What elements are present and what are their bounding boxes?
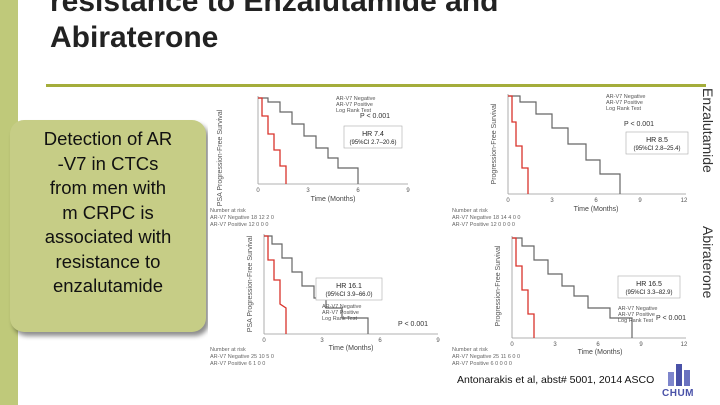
tick: 3 <box>550 198 554 204</box>
legend-negative: AR-V7 Negative <box>336 96 375 102</box>
confidence-interval: (95%CI 2.8–25.4) <box>633 146 680 152</box>
x-axis-label: Time (Months) <box>311 196 356 203</box>
negative-curve <box>512 237 633 338</box>
negative-curve <box>264 235 369 334</box>
callout-line: -V7 in CTCs <box>57 152 159 174</box>
slide-title: resistance to Enzalutamide and Abiratero… <box>50 0 650 56</box>
callout-line: resistance to <box>55 250 161 272</box>
tick: 6 <box>594 198 598 204</box>
risk-row: AR-V7 Negative 25 11 6 0 0 <box>452 354 520 360</box>
confidence-interval: (95%CI 3.9–66.0) <box>325 292 372 298</box>
legend-logrank: Log Rank Test <box>606 106 642 112</box>
tick: 0 <box>262 338 266 344</box>
callout-line: Detection of AR <box>43 128 173 149</box>
y-axis-label: PSA Progression-Free Survival <box>217 109 224 206</box>
legend-negative: AR-V7 Negative <box>322 304 361 310</box>
negative-curve <box>258 97 359 184</box>
tick: 12 <box>681 342 688 348</box>
tick: 0 <box>510 342 514 348</box>
risk-title: Number at risk <box>210 347 246 353</box>
p-value: P < 0.001 <box>360 113 390 120</box>
risk-row: AR-V7 Positive 12 0 0 0 <box>210 222 268 228</box>
risk-row: AR-V7 Negative 18 12 2 0 <box>210 215 274 221</box>
risk-row: AR-V7 Negative 18 14 4 0 0 <box>452 215 521 221</box>
legend-negative: AR-V7 Negative <box>618 306 657 312</box>
confidence-interval: (95%CI 2.7–20.6) <box>349 140 396 146</box>
risk-row: AR-V7 Negative 25 10 5 0 <box>210 354 274 360</box>
legend-logrank: Log Rank Test <box>322 316 358 322</box>
risk-row: AR-V7 Positive 6 0 0 0 0 <box>452 361 512 367</box>
risk-title: Number at risk <box>452 208 488 214</box>
callout-line: associated with <box>44 226 172 247</box>
km-plot-enz-pfs: Progression-Free Survival AR-V7 Negative… <box>450 88 694 230</box>
legend-logrank: Log Rank Test <box>618 318 654 324</box>
enzalutamide-label: Enzalutamide <box>700 88 716 173</box>
chum-logo-icon <box>668 364 690 386</box>
legend-logrank: Log Rank Test <box>336 108 372 114</box>
y-axis-label: Progression-Free Survival <box>495 245 502 326</box>
y-axis-label: Progression-Free Survival <box>491 103 498 184</box>
km-plot-abi-pfs: Progression-Free Survival HR 16.5 (95%CI… <box>450 230 694 370</box>
x-axis-label: Time (Months) <box>329 345 374 352</box>
risk-row: AR-V7 Positive 6 1 0 0 <box>210 361 265 367</box>
tick: 3 <box>306 188 310 194</box>
tick: 6 <box>596 342 600 348</box>
confidence-interval: (95%CI 3.3–82.9) <box>625 290 672 296</box>
hazard-ratio: HR 7.4 <box>362 131 384 138</box>
positive-curve <box>512 237 535 338</box>
x-axis-label: Time (Months) <box>574 206 619 213</box>
tick: 6 <box>356 188 360 194</box>
negative-curve <box>508 95 621 194</box>
y-axis-label: PSA Progression-Free Survival <box>247 235 254 332</box>
logo-text: CHUM <box>662 388 694 399</box>
km-plot-abi-psa: PSA Progression-Free Survival HR 16.1 (9… <box>208 230 448 370</box>
legend-positive: AR-V7 Positive <box>606 100 643 106</box>
tick: 9 <box>639 342 643 348</box>
p-value: P < 0.001 <box>624 121 654 128</box>
tick: 3 <box>320 338 324 344</box>
tick: 12 <box>681 198 688 204</box>
p-value: P < 0.001 <box>656 315 686 322</box>
title-line-1: resistance to Enzalutamide and <box>50 0 499 18</box>
legend-positive: AR-V7 Positive <box>336 102 373 108</box>
tick: 9 <box>406 188 410 194</box>
callout-text: Detection of AR -V7 in CTCs from men wit… <box>10 127 206 299</box>
tick: 9 <box>436 338 440 344</box>
callout-line: enzalutamide <box>52 275 164 296</box>
legend-positive: AR-V7 Positive <box>322 310 359 316</box>
callout-line: from men with <box>49 177 167 198</box>
hazard-ratio: HR 8.5 <box>646 137 668 144</box>
positive-curve <box>508 95 529 194</box>
risk-row: AR-V7 Positive 12 0 0 0 0 <box>452 222 515 228</box>
hazard-ratio: HR 16.1 <box>336 283 362 290</box>
tick: 6 <box>378 338 382 344</box>
tick: 3 <box>553 342 557 348</box>
risk-title: Number at risk <box>452 347 488 353</box>
title-line-2: Abiraterone <box>50 21 219 54</box>
tick: 9 <box>638 198 642 204</box>
hazard-ratio: HR 16.5 <box>636 281 662 288</box>
citation: Antonarakis et al, abst# 5001, 2014 ASCO <box>457 374 655 386</box>
legend-negative: AR-V7 Negative <box>606 94 645 100</box>
abiraterone-label: Abiraterone <box>700 226 716 299</box>
tick: 0 <box>506 198 510 204</box>
tick: 0 <box>256 188 260 194</box>
risk-title: Number at risk <box>210 208 246 214</box>
positive-curve <box>258 97 287 184</box>
x-axis-label: Time (Months) <box>578 349 623 356</box>
km-plot-enz-psa: PSA Progression-Free Survival AR-V7 Nega… <box>208 88 448 230</box>
callout-line: m CRPC is <box>62 201 154 223</box>
title-rule <box>46 84 706 87</box>
callout-box <box>10 120 206 332</box>
p-value: P < 0.001 <box>398 321 428 328</box>
positive-curve <box>264 235 287 334</box>
legend-positive: AR-V7 Positive <box>618 312 655 318</box>
